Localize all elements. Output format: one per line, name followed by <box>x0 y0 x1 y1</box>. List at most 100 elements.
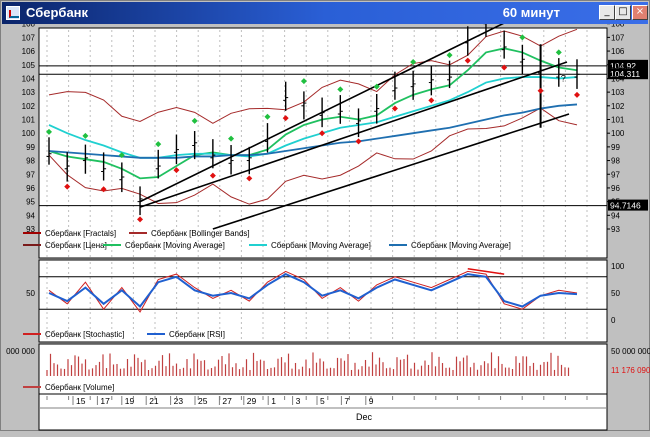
fractal-up-marker <box>228 135 235 142</box>
ma-blue-line <box>48 103 578 159</box>
fractal-up-marker <box>373 83 380 90</box>
volume-last-value: 11 176 090 <box>611 366 650 375</box>
fractal-up-marker <box>300 78 307 85</box>
fractal-down-marker <box>355 138 362 145</box>
title-bar[interactable]: Сбербанк 60 минут _ □ × <box>2 2 648 24</box>
rsi-line <box>48 272 578 308</box>
price-axis-tick: 103 <box>611 88 625 97</box>
price-axis-tick-left: 96 <box>26 184 35 193</box>
bollinger-upper-line <box>48 28 578 124</box>
price-axis-tick-left: 105 <box>22 61 36 70</box>
time-axis-day: 1 <box>271 396 276 406</box>
timeframe-label: 60 минут <box>502 5 560 20</box>
fractal-up-marker <box>337 86 344 93</box>
price-axis-tick-left: 108 <box>22 24 36 29</box>
legend-label: Сбербанк [Moving Average] <box>125 241 225 250</box>
price-axis-tick-left: 94 <box>26 211 35 220</box>
oscillator-axis-tick-left: 50 <box>26 289 35 298</box>
level-label: 104.311 <box>610 69 640 79</box>
volume-axis-left: 000 000 <box>6 347 35 356</box>
trend-channel-upper <box>139 13 523 203</box>
annotation-question-mark: ? <box>561 73 566 83</box>
fractal-down-marker <box>173 167 180 174</box>
price-axis-tick-left: 99 <box>26 143 35 152</box>
fractal-down-marker <box>428 97 435 104</box>
time-axis-day: 3 <box>296 396 301 406</box>
fractal-down-marker <box>537 87 544 94</box>
time-axis-day: 19 <box>125 396 135 406</box>
price-axis-tick: 105 <box>611 61 625 70</box>
price-axis-tick: 101 <box>611 116 625 125</box>
fractal-up-marker <box>46 128 52 135</box>
volume-axis-top: 50 000 000 <box>611 347 650 356</box>
price-axis-tick: 108 <box>611 24 625 29</box>
fractal-down-marker <box>464 57 471 64</box>
oscillator-axis-tick: 50 <box>611 289 620 298</box>
level-label: 94.7146 <box>610 201 641 211</box>
fractal-down-marker <box>501 64 508 71</box>
fractal-down-marker <box>64 183 71 190</box>
fractal-down-marker <box>282 115 289 122</box>
minimize-button[interactable]: _ <box>599 5 615 20</box>
time-axis-day: 15 <box>76 396 86 406</box>
price-axis-tick-left: 102 <box>22 102 36 111</box>
fractal-up-marker <box>191 117 198 124</box>
price-axis-tick-left: 101 <box>22 116 36 125</box>
price-axis-tick-left: 98 <box>26 157 35 166</box>
fractal-down-marker <box>391 105 398 112</box>
price-axis-tick-left: 93 <box>26 225 35 234</box>
price-axis-tick: 96 <box>611 184 620 193</box>
legend-label: Сбербанк [Fractals] <box>45 229 116 238</box>
oscillator-divergence-line <box>467 267 505 275</box>
price-axis-tick: 107 <box>611 33 625 42</box>
level-label-bg <box>608 68 648 80</box>
price-axis-tick: 102 <box>611 102 625 111</box>
fractal-up-marker <box>555 49 562 56</box>
fractal-up-marker <box>410 59 417 66</box>
price-axis-tick-left: 95 <box>26 198 35 207</box>
level-label-bg <box>608 59 648 71</box>
time-axis-day: 5 <box>320 396 325 406</box>
price-axis-tick-left: 100 <box>22 129 36 138</box>
price-axis-tick: 94 <box>611 211 620 220</box>
trend-channel-lower <box>212 113 570 230</box>
level-label-bg <box>608 199 648 211</box>
fractal-up-marker <box>264 113 271 120</box>
fractal-down-marker <box>100 186 107 193</box>
fractal-up-marker <box>82 132 89 139</box>
fractal-down-marker <box>319 130 326 137</box>
fractal-down-marker <box>574 91 580 98</box>
price-axis-tick: 97 <box>611 170 620 179</box>
price-axis-tick: 93 <box>611 225 620 234</box>
price-axis-tick-left: 106 <box>22 47 36 56</box>
fractal-up-marker <box>519 34 526 41</box>
trend-channel-middle <box>139 61 568 208</box>
price-axis-tick: 104 <box>611 74 625 83</box>
legend-label: Сбербанк [Moving Average] <box>411 241 511 250</box>
fractal-down-marker <box>246 175 253 182</box>
window-title: Сбербанк <box>26 5 89 20</box>
maximize-button[interactable]: □ <box>615 5 631 20</box>
price-axis-tick-left: 97 <box>26 170 35 179</box>
time-axis-month: Dec <box>356 412 373 422</box>
time-axis-day: 21 <box>149 396 159 406</box>
price-axis-tick-left: 107 <box>22 33 36 42</box>
price-axis-tick: 100 <box>611 129 625 138</box>
chart-app-icon <box>6 6 20 20</box>
time-axis-day: 25 <box>198 396 208 406</box>
time-axis-day: 29 <box>247 396 257 406</box>
legend-label: Сбербанк [Moving Average] <box>271 241 371 250</box>
close-button[interactable]: × <box>632 5 648 20</box>
legend-label: Сбербанк [RSI] <box>169 330 225 339</box>
price-axis-tick: 106 <box>611 47 625 56</box>
fractal-up-marker <box>155 141 162 148</box>
legend-label: Сбербанк [Volume] <box>45 383 114 392</box>
time-axis-day: 9 <box>369 396 374 406</box>
legend-label: Сбербанк [Цена] <box>45 241 107 250</box>
price-axis-tick-left: 103 <box>22 88 36 97</box>
time-axis-day: 7 <box>344 396 349 406</box>
time-axis-day: 27 <box>222 396 232 406</box>
